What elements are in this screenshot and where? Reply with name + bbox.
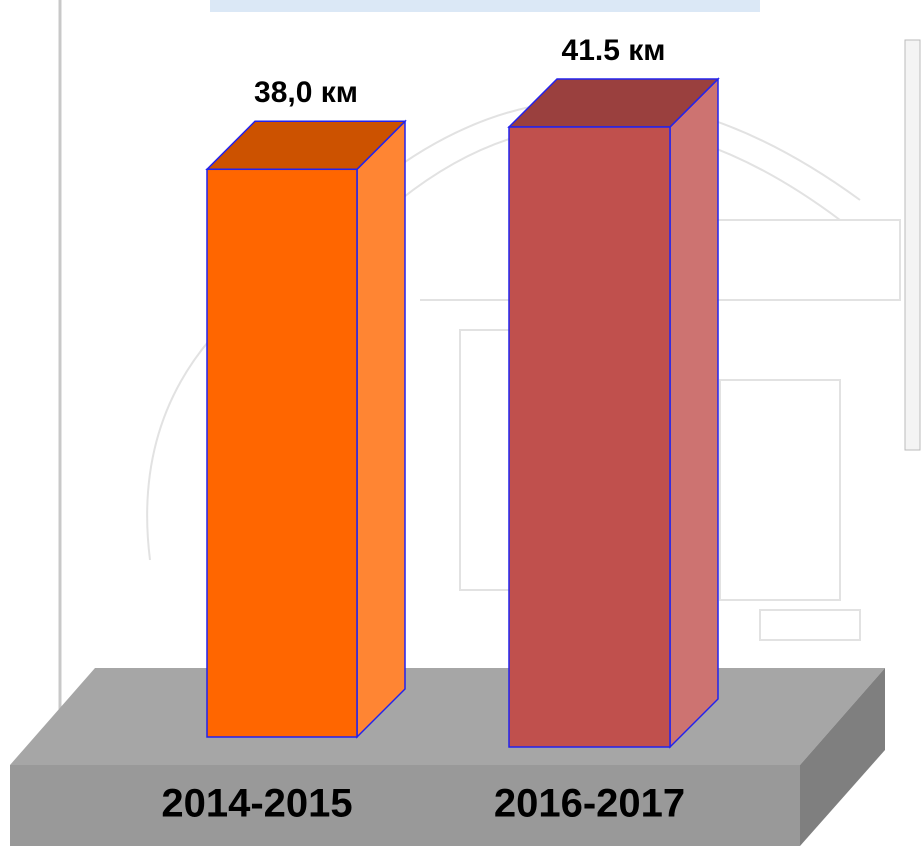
x-tick-label: 2014-2015 [161, 782, 352, 826]
value-label: 38,0 км [254, 76, 358, 109]
bar [509, 127, 670, 747]
x-tick-label: 2016-2017 [494, 782, 685, 826]
bar-side [670, 79, 718, 747]
side-panel [905, 40, 920, 450]
header-strip [210, 0, 760, 12]
chart: 38,0 км 2014-2015 41.5 км 2016-2017 [0, 0, 921, 846]
platform-top [10, 668, 885, 765]
value-label: 41.5 км [562, 34, 666, 67]
bar [207, 169, 357, 737]
bar-side [357, 121, 405, 737]
